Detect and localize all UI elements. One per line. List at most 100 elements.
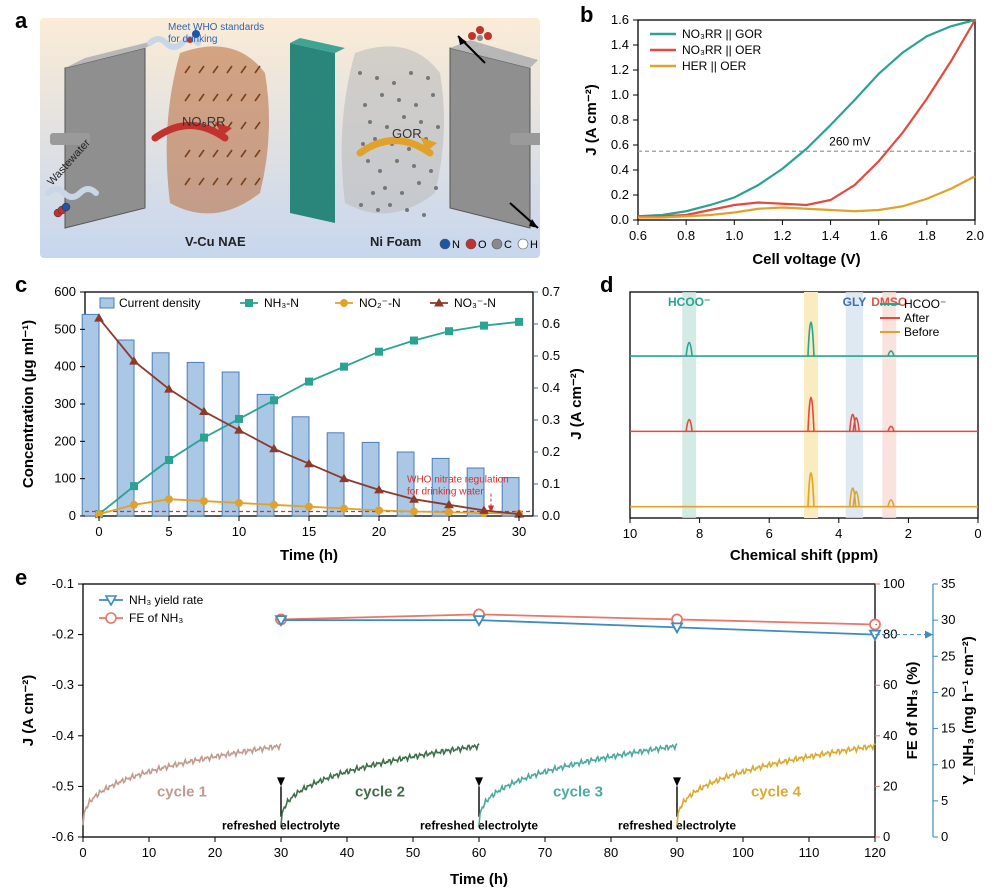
xtick: 20 [208, 845, 222, 860]
xtick: 70 [538, 845, 552, 860]
who-label: Meet WHO standards [168, 22, 264, 33]
xtick: 15 [302, 524, 316, 539]
legend-stack: Before [904, 325, 940, 339]
xtick: 20 [372, 524, 386, 539]
ylabel: J (A cm⁻²) [583, 84, 600, 156]
ytick-j: -0.2 [52, 627, 74, 642]
cycle-label: cycle 1 [157, 784, 207, 801]
legend-stack: HCOO⁻ [904, 297, 946, 311]
xlabel: Chemical shift (ppm) [730, 547, 878, 564]
legend-item: HER || OER [682, 59, 747, 73]
left-cat-label: V-Cu NAE [185, 234, 246, 249]
ytick-fe: 0 [883, 829, 890, 844]
xtick: 1.0 [725, 228, 743, 243]
ytick-right: 0.1 [542, 476, 560, 491]
xtick: 8 [696, 526, 703, 541]
cycle-label: cycle 4 [751, 784, 802, 801]
ytick-right: 0.5 [542, 348, 560, 363]
panel-c: WHO nitrate regulationfor drinking water… [15, 280, 595, 564]
xtick: 2.0 [966, 228, 984, 243]
ytick-left: 300 [54, 396, 76, 411]
bar [362, 442, 379, 516]
ytick-fe: 20 [883, 778, 897, 793]
ytick-right: 0.4 [542, 380, 560, 395]
atom-O-label: O [478, 239, 487, 251]
xlabel: Time (h) [450, 871, 508, 887]
legend-stack: After [904, 311, 929, 325]
who-text1: WHO nitrate regulation [407, 474, 509, 485]
xtick: 2 [905, 526, 912, 541]
legend-rate: NH₃ yield rate [129, 593, 204, 607]
atom-H-icon [518, 239, 528, 249]
legend-item: NO₃RR || GOR [682, 27, 763, 41]
cycle-label: cycle 2 [355, 784, 405, 801]
xtick: 110 [799, 845, 820, 860]
ytick-j: -0.4 [52, 728, 74, 743]
legend-bar: Current density [119, 296, 200, 310]
ylabel-fe: FE of NH₃ (%) [904, 662, 921, 760]
atom-O-icon [466, 239, 476, 249]
panel-label-a: a [15, 8, 27, 34]
panel-c-svg: WHO nitrate regulationfor drinking water… [15, 280, 595, 564]
xtick: 40 [340, 845, 354, 860]
ytick: 0.0 [611, 212, 629, 227]
panel-b-svg: 0.60.81.01.21.41.61.82.00.00.20.40.60.81… [580, 8, 985, 268]
xtick: 120 [864, 845, 886, 860]
xtick: 0 [95, 524, 102, 539]
ytick-right: 0.6 [542, 316, 560, 331]
band [846, 292, 863, 518]
ytick-left: 0 [69, 508, 76, 523]
xtick: 10 [623, 526, 637, 541]
ylabel-right: J (A cm⁻²) [568, 368, 585, 440]
xtick: 50 [406, 845, 420, 860]
xtick: 0 [79, 845, 86, 860]
ytick-left: 200 [54, 433, 76, 448]
ytick-fe: 80 [883, 627, 897, 642]
bar [222, 372, 239, 516]
xtick: 25 [442, 524, 456, 539]
xtick: 0 [974, 526, 981, 541]
ytick-right: 0.0 [542, 508, 560, 523]
ytick-rate: 20 [941, 684, 955, 699]
atom-N-icon [440, 239, 450, 249]
xlabel: Cell voltage (V) [752, 251, 860, 268]
legend-fe: FE of NH₃ [129, 611, 183, 625]
xtick: 60 [472, 845, 486, 860]
xtick: 1.2 [773, 228, 791, 243]
right-cat-label: Ni Foam [370, 234, 421, 249]
rate-marker [474, 616, 484, 625]
ytick-rate: 5 [941, 793, 948, 808]
xtick: 100 [732, 845, 754, 860]
xtick: 1.8 [918, 228, 936, 243]
xtick: 1.6 [870, 228, 888, 243]
xtick: 6 [766, 526, 773, 541]
who-label: for drinking [168, 34, 217, 45]
xtick: 10 [142, 845, 156, 860]
xtick: 5 [165, 524, 172, 539]
ytick: 1.6 [611, 12, 629, 27]
xtick: 4 [835, 526, 842, 541]
ytick-left: 400 [54, 359, 76, 374]
hline-label: 260 mV [829, 134, 870, 148]
band [882, 292, 896, 518]
legend-item: NO₃RR || OER [682, 43, 761, 57]
ytick-right: 0.3 [542, 412, 560, 427]
ytick: 1.0 [611, 87, 629, 102]
atom-C-label: C [504, 239, 512, 251]
ytick: 0.2 [611, 187, 629, 202]
gor-label: GOR [392, 126, 422, 141]
band-label: DMSO [871, 295, 907, 309]
ytick-j: -0.1 [52, 576, 74, 591]
panel-b: 0.60.81.01.21.41.61.82.00.00.20.40.60.81… [580, 8, 985, 268]
xlabel: Time (h) [280, 547, 338, 564]
ytick-fe: 40 [883, 728, 897, 743]
panel-e-svg: 0102030405060708090100110120Time (h)-0.6… [15, 572, 985, 887]
ytick-right: 0.7 [542, 284, 560, 299]
ytick-j: -0.6 [52, 829, 74, 844]
ytick-fe: 60 [883, 677, 897, 692]
ytick-right: 0.2 [542, 444, 560, 459]
ytick-left: 500 [54, 321, 76, 336]
ytick-rate: 35 [941, 576, 955, 591]
ytick: 1.2 [611, 62, 629, 77]
ytick-left: 600 [54, 284, 76, 299]
